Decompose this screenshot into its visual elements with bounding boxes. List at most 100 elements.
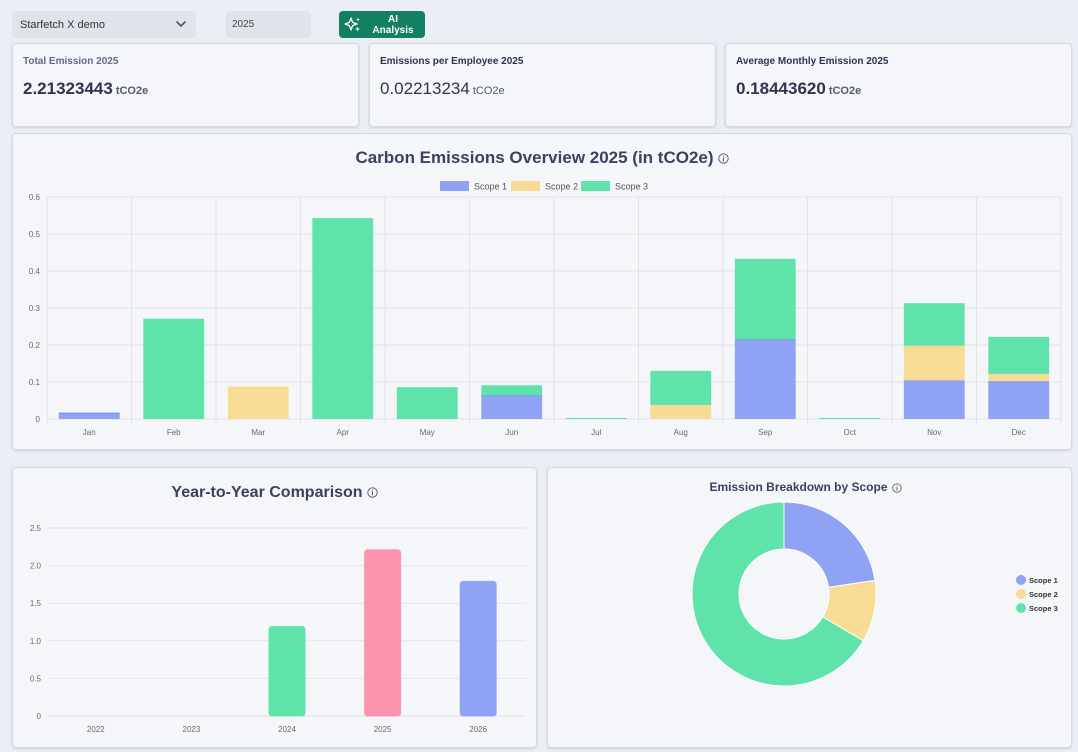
average-monthly-emission-title: Average Monthly Emission 2025 — [736, 56, 889, 67]
bar-2025 — [364, 549, 402, 717]
bar-jun-scope1 — [481, 395, 543, 419]
info-icon[interactable] — [366, 487, 378, 498]
y-tick-label: 0.5 — [29, 230, 41, 239]
chart-legend: Scope 1 Scope 2 Scope 3 — [440, 181, 648, 192]
y-tick-label: 0 — [37, 712, 42, 721]
year-comparison-card: Year-to-Year Comparison 0 0.5 1.0 1.5 2.0 2.5… — [12, 467, 537, 748]
bar-aug-scope3 — [650, 370, 712, 405]
bar-may-scope3 — [396, 387, 458, 419]
x-tick-label: Jul — [591, 428, 601, 437]
bar-2026 — [459, 580, 497, 717]
ai-label-line1: AI — [388, 13, 398, 25]
bar-nov-scope1 — [903, 380, 965, 419]
emission-per-employee-value: 0.02213234 tCO2e — [380, 79, 505, 99]
y-tick-label: 1.0 — [30, 637, 42, 646]
slice-scope-1 — [783, 501, 876, 588]
chevron-down-icon — [176, 21, 186, 27]
legend-swatch — [1016, 603, 1026, 613]
x-tick-label: Mar — [251, 428, 265, 437]
y-tick-label: 2.0 — [30, 562, 42, 571]
legend-label: Scope 3 — [1029, 604, 1058, 613]
x-tick-label: Nov — [927, 428, 941, 437]
average-monthly-emission-card: Average Monthly Emission 2025 0.18443620… — [725, 43, 1072, 127]
info-icon[interactable] — [717, 153, 729, 164]
year-input-value: 2025 — [232, 19, 255, 30]
legend-swatch — [440, 181, 469, 191]
total-emission-value: 2.21323443 tCO2e — [23, 79, 148, 99]
carbon-overview-card: Carbon Emissions Overview 2025 (in tCO2e… — [12, 133, 1072, 450]
x-tick-label: Apr — [337, 428, 350, 437]
sparkles-icon — [339, 16, 367, 34]
x-tick-label: Jun — [505, 428, 518, 437]
organization-select-value: Starfetch X demo — [20, 18, 105, 31]
x-tick-label: 2022 — [87, 725, 105, 734]
scope-breakdown-title-text: Emission Breakdown by Scope — [709, 480, 888, 494]
scope-breakdown-chart: Scope 1 Scope 2 Scope 3 — [691, 501, 1058, 687]
legend-label: Scope 2 — [1029, 590, 1058, 599]
year-comparison-title-text: Year-to-Year Comparison — [171, 484, 363, 501]
y-tick-label: 0.2 — [29, 341, 41, 350]
bar-nov-scope2 — [903, 345, 965, 381]
y-tick-label: 0.4 — [29, 267, 41, 276]
year-comparison-chart: 0 0.5 1.0 1.5 2.0 2.5 2022 2023 2024 2025 2026 — [30, 524, 526, 734]
slice-scope-3 — [691, 501, 864, 687]
legend-label: Scope 1 — [1029, 576, 1058, 585]
year-input[interactable]: 2025 — [226, 11, 311, 38]
y-tick-label: 0.6 — [29, 193, 41, 202]
ai-analysis-label: AI Analysis — [367, 14, 425, 36]
bar-sep-scope1 — [734, 339, 796, 419]
bar-dec-scope2 — [988, 373, 1050, 382]
emission-per-employee-title: Emissions per Employee 2025 — [380, 56, 524, 67]
monthly-emissions-chart: Scope 1 Scope 2 Scope 3 0 0.1 0.2 0.3 0.4 0.5 0.6… — [29, 181, 1062, 437]
bar-mar-scope2 — [227, 386, 289, 419]
x-tick-label: 2024 — [278, 725, 296, 734]
x-tick-label: Sep — [758, 428, 773, 437]
x-tick-label: May — [420, 428, 435, 437]
carbon-overview-title-text: Carbon Emissions Overview 2025 (in tCO2e… — [355, 148, 714, 167]
legend-label: Scope 2 — [545, 182, 578, 192]
legend-swatch — [511, 181, 540, 191]
total-emission-card: Total Emission 2025 2.21323443 tCO2e — [12, 43, 359, 127]
legend-swatch — [1016, 589, 1026, 599]
average-monthly-emission-number: 0.18443620 — [736, 79, 826, 98]
bar-feb-scope3 — [143, 318, 205, 419]
x-tick-label: Aug — [674, 428, 688, 437]
legend-label: Scope 1 — [474, 182, 507, 192]
bar-oct-scope3 — [819, 417, 881, 419]
average-monthly-emission-value: 0.18443620 tCO2e — [736, 79, 861, 99]
x-tick-label: 2026 — [469, 725, 487, 734]
x-tick-label: Jan — [83, 428, 96, 437]
emission-per-employee-card: Emissions per Employee 2025 0.02213234 tC… — [369, 43, 716, 127]
y-tick-label: 0.5 — [30, 674, 42, 683]
legend-swatch — [1016, 575, 1026, 585]
bar-aug-scope2 — [650, 404, 712, 419]
bar-apr-scope3 — [312, 218, 374, 419]
y-tick-label: 0 — [36, 415, 41, 424]
bar-2024 — [268, 626, 306, 717]
total-emission-unit: tCO2e — [115, 85, 149, 97]
y-tick-label: 0.3 — [29, 304, 41, 313]
legend-swatch — [581, 181, 610, 191]
y-tick-label: 2.5 — [30, 524, 42, 533]
x-tick-label: 2023 — [183, 725, 201, 734]
x-tick-label: 2025 — [374, 725, 392, 734]
average-monthly-emission-unit: tCO2e — [828, 85, 862, 97]
x-tick-label: Dec — [1012, 428, 1026, 437]
scope-breakdown-title: Emission Breakdown by Scope — [540, 480, 1071, 494]
carbon-overview-title: Carbon Emissions Overview 2025 (in tCO2e… — [13, 148, 1071, 168]
total-emission-title: Total Emission 2025 — [23, 56, 119, 67]
bar-dec-scope3 — [988, 336, 1050, 374]
bar-jan-scope1 — [58, 413, 120, 419]
ai-analysis-button[interactable]: AI Analysis — [339, 11, 425, 38]
organization-select[interactable]: Starfetch X demo — [12, 11, 196, 38]
bar-jul-scope3 — [565, 417, 627, 419]
legend-label: Scope 3 — [615, 182, 648, 192]
bar-dec-scope1 — [988, 381, 1050, 419]
ai-label-line2: Analysis — [372, 24, 414, 36]
bar-nov-scope3 — [903, 303, 965, 346]
info-icon[interactable] — [891, 483, 902, 493]
year-comparison-title: Year-to-Year Comparison — [13, 484, 536, 502]
x-tick-label: Feb — [167, 428, 181, 437]
y-tick-label: 0.1 — [29, 378, 41, 387]
total-emission-number: 2.21323443 — [23, 79, 113, 98]
